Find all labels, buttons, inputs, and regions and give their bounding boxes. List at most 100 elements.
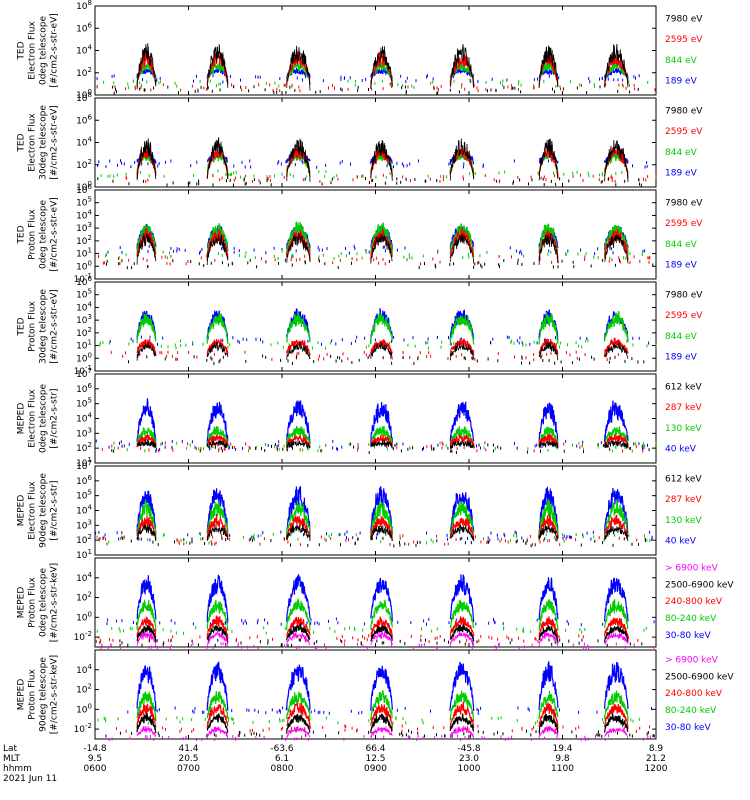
data-point bbox=[499, 265, 500, 268]
data-point bbox=[204, 717, 206, 721]
data-point bbox=[637, 639, 639, 642]
data-point bbox=[105, 734, 107, 738]
data-point bbox=[617, 78, 619, 82]
data-point bbox=[148, 244, 150, 248]
data-point bbox=[500, 716, 502, 720]
data-point bbox=[118, 262, 120, 266]
data-point bbox=[336, 637, 338, 641]
data-point bbox=[541, 354, 543, 358]
data-point bbox=[336, 173, 338, 177]
data-point bbox=[232, 735, 234, 738]
data-point bbox=[249, 258, 251, 262]
data-point bbox=[611, 179, 613, 182]
data-point bbox=[276, 444, 278, 448]
data-point bbox=[96, 629, 98, 633]
data-point bbox=[637, 87, 639, 91]
series-line bbox=[136, 136, 629, 183]
data-point bbox=[434, 736, 436, 740]
data-point bbox=[571, 361, 573, 365]
data-point bbox=[147, 265, 149, 269]
data-point bbox=[178, 542, 180, 545]
data-point bbox=[265, 355, 267, 359]
data-point bbox=[550, 250, 552, 254]
data-point bbox=[330, 537, 332, 540]
data-point bbox=[638, 543, 639, 546]
data-point bbox=[364, 636, 366, 640]
data-point bbox=[227, 263, 229, 267]
y-tick-label: 102 bbox=[76, 66, 92, 79]
data-point bbox=[421, 627, 422, 631]
data-point bbox=[530, 175, 532, 179]
data-point bbox=[627, 636, 629, 640]
data-point bbox=[121, 259, 123, 263]
data-point bbox=[192, 642, 194, 646]
legend-entry: 40 keV bbox=[665, 445, 697, 455]
data-point bbox=[307, 638, 309, 642]
data-point bbox=[554, 640, 556, 644]
data-point bbox=[279, 719, 281, 723]
data-point bbox=[423, 643, 425, 646]
data-point bbox=[191, 440, 193, 444]
data-point bbox=[644, 249, 646, 253]
data-point bbox=[121, 619, 123, 623]
data-point bbox=[617, 89, 619, 93]
data-point bbox=[147, 178, 149, 182]
data-point bbox=[435, 265, 437, 269]
data-point bbox=[399, 540, 400, 544]
data-point bbox=[228, 446, 230, 450]
data-point bbox=[307, 543, 309, 547]
data-point bbox=[121, 535, 123, 539]
data-point bbox=[413, 362, 415, 365]
data-point bbox=[212, 445, 214, 449]
data-point bbox=[183, 538, 185, 542]
data-point bbox=[547, 252, 549, 256]
data-point bbox=[559, 177, 561, 181]
data-point bbox=[497, 731, 498, 735]
data-point bbox=[476, 707, 478, 711]
data-point bbox=[298, 85, 300, 89]
data-point bbox=[128, 258, 130, 262]
data-point bbox=[324, 174, 326, 178]
data-point bbox=[582, 635, 584, 639]
data-point bbox=[165, 717, 167, 721]
y-tick-label: 103 bbox=[76, 313, 92, 326]
data-point bbox=[585, 646, 587, 649]
data-point bbox=[391, 339, 392, 343]
data-point bbox=[188, 350, 190, 354]
data-point bbox=[426, 622, 427, 626]
series-line bbox=[136, 433, 629, 448]
data-point bbox=[364, 336, 366, 340]
data-point bbox=[638, 442, 640, 446]
data-point bbox=[464, 87, 466, 91]
y-axis-label-line: 0deg telescope bbox=[39, 384, 49, 454]
data-point bbox=[536, 443, 538, 447]
data-point bbox=[598, 178, 600, 182]
data-point bbox=[508, 336, 510, 339]
data-point bbox=[485, 81, 487, 84]
data-point bbox=[170, 629, 172, 633]
data-point bbox=[156, 639, 158, 643]
data-point bbox=[210, 622, 211, 626]
data-point bbox=[415, 543, 417, 547]
data-point bbox=[158, 708, 160, 712]
data-point bbox=[523, 639, 525, 643]
data-point bbox=[409, 447, 411, 450]
data-point bbox=[567, 622, 569, 626]
data-point bbox=[202, 342, 204, 346]
data-point bbox=[457, 734, 459, 738]
data-point bbox=[537, 534, 539, 538]
data-point bbox=[588, 174, 590, 178]
data-point bbox=[109, 159, 111, 163]
data-point bbox=[553, 171, 554, 175]
data-point bbox=[555, 182, 557, 186]
data-point bbox=[131, 266, 133, 270]
legend-entry: 2500-6900 keV bbox=[665, 672, 734, 682]
data-point bbox=[309, 726, 311, 729]
data-point bbox=[302, 448, 304, 452]
data-point bbox=[240, 641, 242, 645]
data-point bbox=[609, 356, 611, 360]
data-point bbox=[212, 174, 214, 178]
data-point bbox=[304, 177, 306, 181]
data-point bbox=[170, 246, 172, 250]
